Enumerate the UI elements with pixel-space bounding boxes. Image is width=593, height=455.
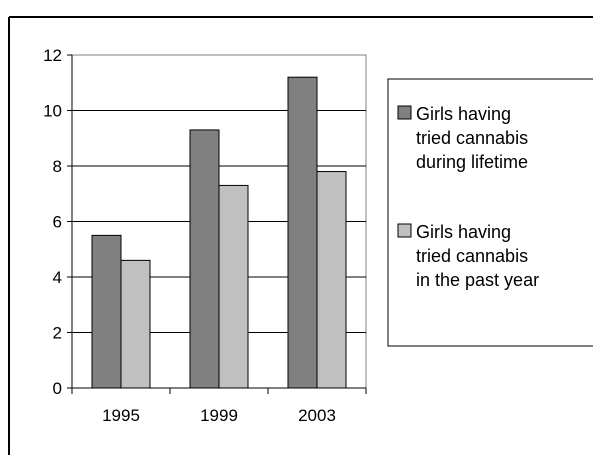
x-tick-label: 1999 — [200, 406, 238, 425]
y-tick-label: 0 — [53, 379, 62, 398]
legend-label-2: Girls having — [416, 222, 511, 242]
bar-series-1-1995 — [91, 234, 122, 389]
bars — [91, 76, 347, 389]
y-tick-label: 10 — [43, 102, 62, 121]
bar-series-1-2003 — [287, 76, 318, 389]
legend-label-1: tried cannabis — [416, 128, 528, 148]
y-axis: 0 2 4 6 8 10 12 — [43, 46, 72, 398]
x-axis: 1995 1999 2003 — [71, 388, 367, 425]
legend-swatch-2 — [397, 223, 412, 238]
y-tick-label: 12 — [43, 46, 62, 65]
legend-label-2: tried cannabis — [416, 246, 528, 266]
bar-series-2-2003 — [316, 171, 347, 389]
y-tick-label: 2 — [53, 324, 62, 343]
bar-series-1-1999 — [189, 129, 220, 389]
y-tick-label: 4 — [53, 268, 62, 287]
y-tick-label: 8 — [53, 157, 62, 176]
legend-label-2: in the past year — [416, 270, 539, 290]
x-tick-label: 1995 — [102, 406, 140, 425]
legend-items: Girls having tried cannabis during lifetim… — [397, 104, 539, 290]
legend-label-1: Girls having — [416, 104, 511, 124]
y-tick-label: 6 — [53, 213, 62, 232]
bar-series-2-1995 — [120, 259, 151, 389]
x-tick-label: 2003 — [298, 406, 336, 425]
legend: Girls having tried cannabis during lifetim… — [387, 78, 593, 347]
legend-box — [387, 78, 593, 347]
legend-swatch-1 — [397, 105, 412, 120]
bar-series-2-1999 — [218, 184, 249, 389]
legend-label-1: during lifetime — [416, 152, 528, 172]
